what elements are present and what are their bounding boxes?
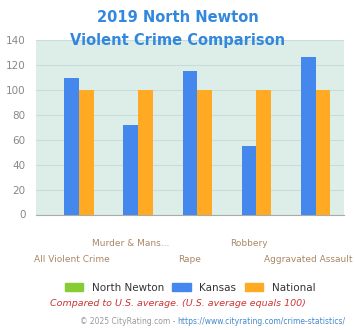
Legend: North Newton, Kansas, National: North Newton, Kansas, National bbox=[60, 279, 320, 297]
Text: © 2025 CityRating.com -: © 2025 CityRating.com - bbox=[80, 317, 178, 326]
Bar bbox=[124, 124, 138, 214]
Bar bbox=[197, 89, 212, 214]
Text: Robbery: Robbery bbox=[230, 240, 268, 248]
Bar bbox=[79, 89, 94, 214]
Bar bbox=[138, 89, 153, 214]
Bar bbox=[301, 57, 316, 215]
Text: 2019 North Newton: 2019 North Newton bbox=[97, 10, 258, 25]
Bar bbox=[316, 89, 330, 214]
Text: https://www.cityrating.com/crime-statistics/: https://www.cityrating.com/crime-statist… bbox=[178, 317, 346, 326]
Text: Murder & Mans...: Murder & Mans... bbox=[92, 240, 169, 248]
Bar bbox=[242, 146, 256, 214]
Text: Violent Crime Comparison: Violent Crime Comparison bbox=[70, 33, 285, 48]
Bar bbox=[182, 71, 197, 214]
Text: Compared to U.S. average. (U.S. average equals 100): Compared to U.S. average. (U.S. average … bbox=[50, 299, 305, 308]
Bar bbox=[256, 89, 271, 214]
Text: Rape: Rape bbox=[179, 255, 201, 264]
Bar bbox=[64, 78, 79, 214]
Text: Aggravated Assault: Aggravated Assault bbox=[264, 255, 353, 264]
Text: All Violent Crime: All Violent Crime bbox=[34, 255, 110, 264]
